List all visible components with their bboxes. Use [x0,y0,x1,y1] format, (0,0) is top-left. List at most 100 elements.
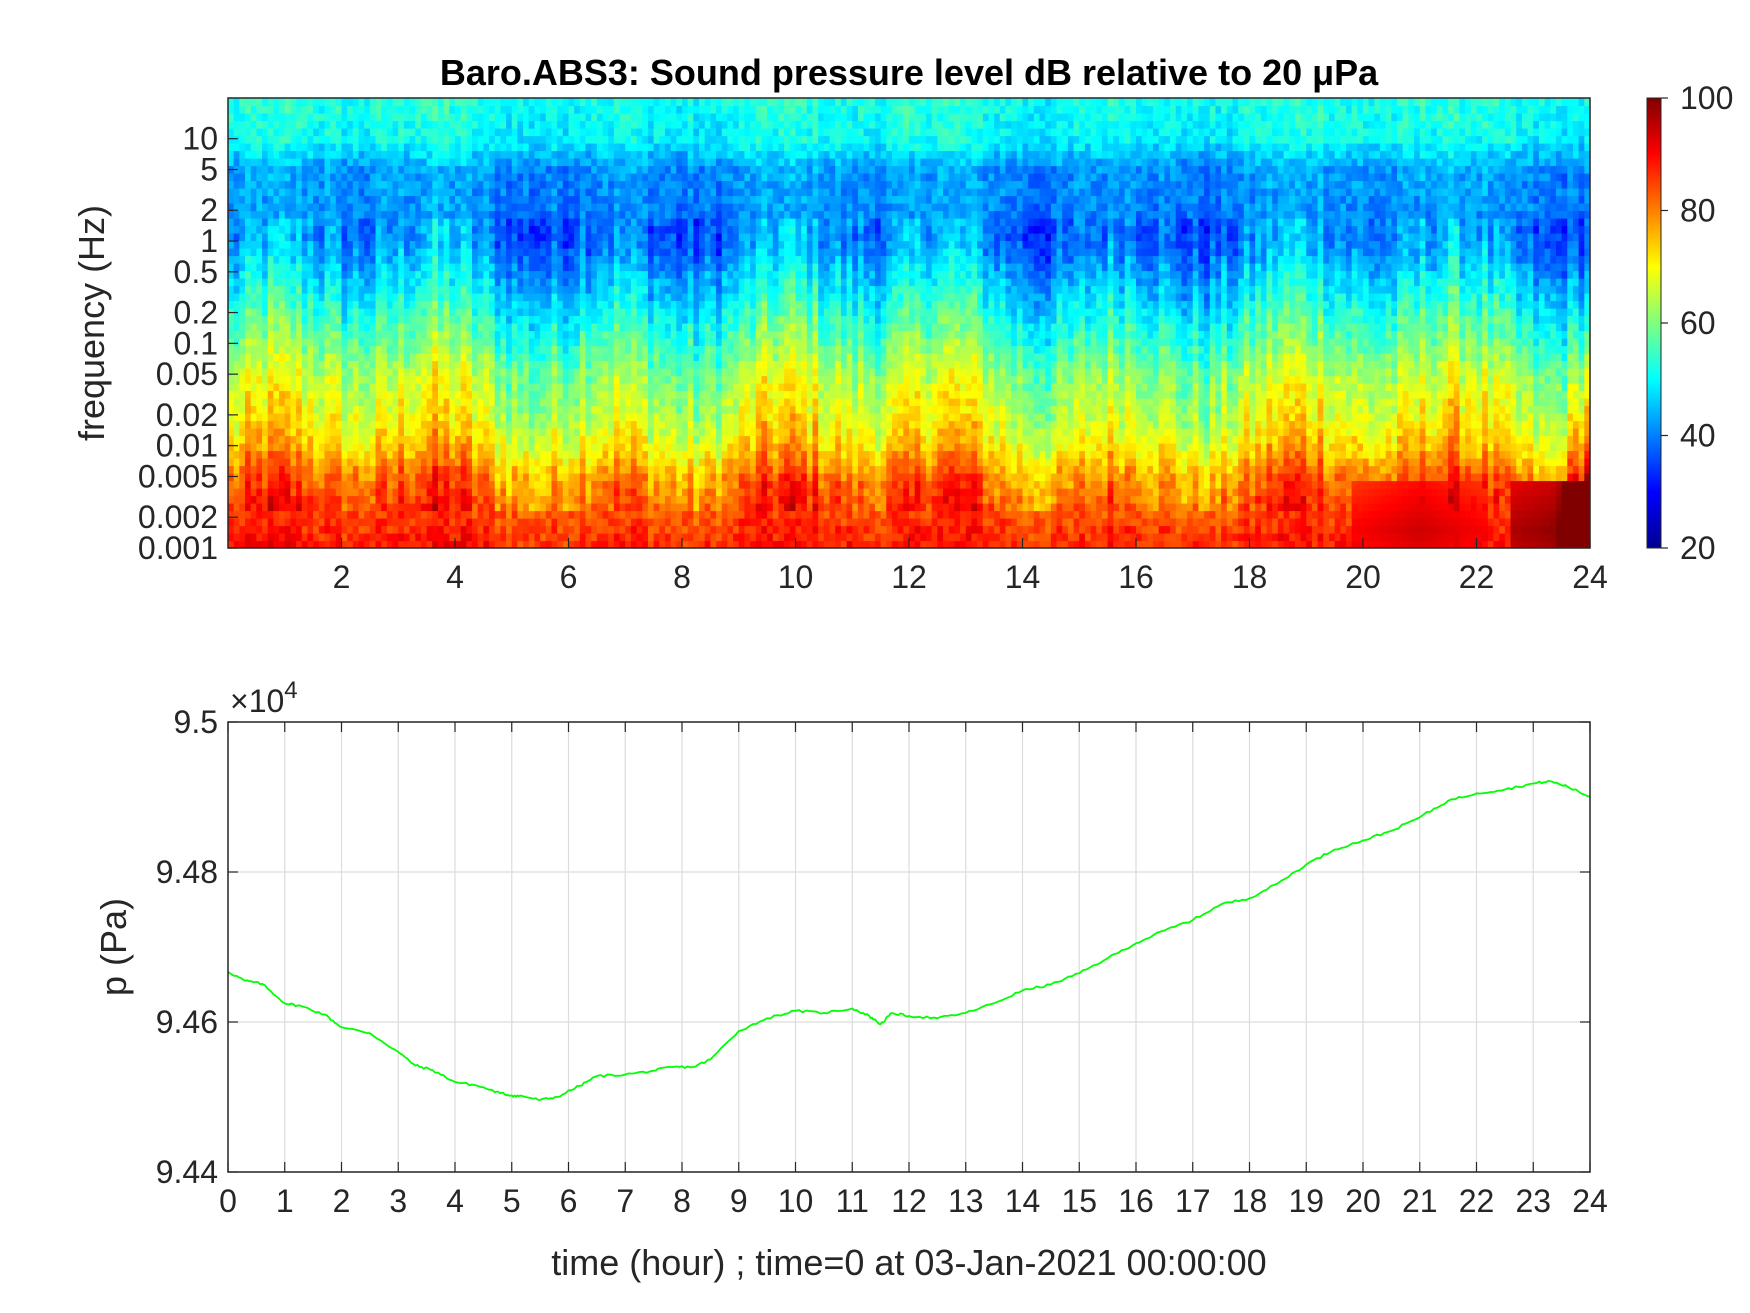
spectrogram-cell [290,98,297,107]
spectrogram-cell [562,390,570,399]
spectrogram-cell [642,473,649,482]
spectrogram-cell [608,225,615,234]
spectrogram-cell [273,188,280,197]
spectrogram-cell [262,390,269,399]
spectrogram-cell [682,128,689,137]
spectrogram-cell [693,270,700,279]
spectrogram-cell [545,203,553,212]
spectrogram-cell [250,405,257,414]
spectrogram-cell [653,120,660,129]
spectrogram-cell [279,293,286,302]
spectrogram-cell [409,143,416,152]
spectrogram-cell [676,323,683,332]
spectrogram-cell [596,413,604,422]
spectrogram-cell [279,113,286,122]
spectrogram-cell [239,420,246,429]
spectrogram-cell [523,450,530,459]
spectrogram-cell [613,150,621,159]
spectrogram-cell [267,263,274,272]
spectrogram-cell [358,353,365,362]
spectrogram-cell [386,225,394,234]
spectrogram-cell [693,263,700,272]
spectrogram-cell [653,473,660,482]
spectrogram-cell [664,143,672,152]
spectrogram-cell [420,128,428,137]
spectrogram-cell [659,495,666,504]
spectrogram-cell [494,368,501,377]
spectrogram-cell [647,375,655,384]
spectrogram-cell [409,413,416,422]
spectrogram-cell [415,158,422,167]
spectrogram-cell [602,315,609,324]
spectrogram-cell [466,285,473,294]
spectrogram-cell [630,263,638,272]
spectrogram-cell [682,518,689,527]
spectrogram-cell [528,315,536,324]
spectrogram-cell [693,323,700,332]
spectrogram-cell [256,375,263,384]
spectrogram-cell [341,113,348,122]
spectrogram-cell [369,398,377,407]
spectrogram-cell [636,188,643,197]
spectrogram-cell [381,293,388,302]
spectrogram-cell [455,405,462,414]
spectrogram-cell [228,135,235,144]
spectrogram-cell [386,450,394,459]
spectrogram-cell [455,240,462,249]
spectrogram-cell [477,188,484,197]
spectrogram-cell [647,503,655,512]
spectrogram-cell [256,173,263,182]
spectrogram-cell [619,270,626,279]
spectrogram-cell [494,128,501,137]
spectrogram-cell [296,398,303,407]
spectrogram-cell [330,428,337,437]
spectrogram-cell [245,210,252,219]
spectrogram-cell [693,435,700,444]
spectrogram-cell [682,105,689,114]
spectrogram-cell [664,323,672,332]
spectrogram-cell [596,300,604,309]
spectrogram-cell [608,128,615,137]
spectrogram-cell [341,503,348,512]
spectrogram-cell [511,158,519,167]
spectrogram-cell [250,128,257,137]
spectrogram-cell [659,435,666,444]
spectrogram-cell [347,278,354,287]
spectrogram-cell [415,113,422,122]
spectrogram-cell [545,315,553,324]
spectrogram-cell [506,218,513,227]
spectrogram-cell [534,210,541,219]
spectrogram-cell [483,510,490,519]
spectrogram-cell [392,270,399,279]
spectrogram-cell [455,195,462,204]
spectrogram-cell [443,330,450,339]
spectrogram-cell [647,233,655,242]
spectrogram-cell [523,218,530,227]
spectrogram-cell [596,330,604,339]
spectrogram-cell [290,390,297,399]
spectrogram-cell [630,240,638,249]
spectrogram-cell [602,375,609,384]
spectrogram-cell [318,203,326,212]
spectrogram-cell [517,315,524,324]
spectrogram-cell [228,233,235,242]
spectrogram-cell [228,218,235,227]
spectrogram-cell [341,368,348,377]
spectrogram-cell [313,435,320,444]
spectrogram-cell [437,473,445,482]
spectrogram-cell [653,338,660,347]
spectrogram-cell [636,413,643,422]
spectrogram-cell [568,488,575,497]
spectrogram-cell [250,390,257,399]
spectrogram-cell [307,360,314,369]
spectrogram-cell [420,188,428,197]
spectrogram-cell [239,360,246,369]
spectrogram-cell [455,480,462,489]
spectrogram-cell [296,503,303,512]
spectrogram-cell [613,443,621,452]
spectrogram-cell [579,315,587,324]
spectrogram-cell [511,353,519,362]
spectrogram-cell [596,323,604,332]
spectrogram-cell [517,525,524,534]
spectrogram-cell [267,533,274,542]
